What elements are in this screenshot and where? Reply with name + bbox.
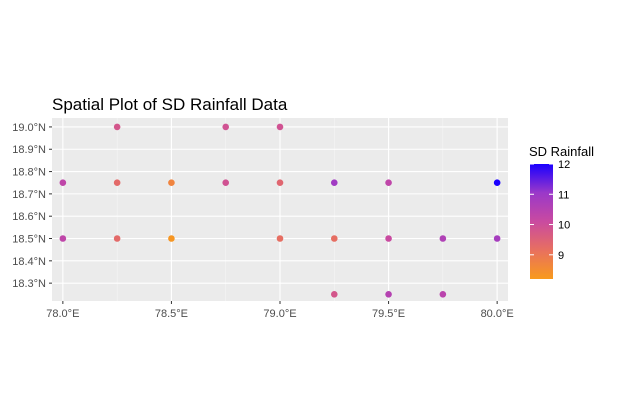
major-gridlines [52,118,508,301]
y-tick-label: 18.3°N [12,278,46,290]
data-point [330,179,338,187]
data-point [385,291,392,298]
legend-tick-label: 12 [558,159,570,171]
data-point [168,179,175,187]
y-axis: 18.3°N 18.4°N 18.5°N 18.6°N 18.7°N 18.8°N 18.9… [12,122,52,290]
legend-tick-label: 9 [558,250,564,262]
y-tick-label: 18.8°N [12,167,46,179]
minor-gridlines [116,118,444,301]
y-tick-label: 18.4°N [12,256,46,268]
data-point [222,179,230,187]
y-tick-label: 18.6°N [12,211,46,223]
legend-ticks: 9 10 11 12 [530,159,570,262]
data-point [113,123,121,131]
data-point [276,123,284,131]
x-tick-label: 80.0°E [481,308,514,320]
color-legend: SD Rainfall 9 10 11 12 [529,144,594,279]
y-tick-label: 18.9°N [12,144,46,156]
y-tick-label: 19.0°N [12,122,46,134]
y-tick-label: 18.7°N [12,189,46,201]
x-tick-label: 78.5°E [155,308,188,320]
data-point [222,123,230,131]
data-point [113,235,121,242]
data-point [113,179,121,187]
x-tick-label: 78.0°E [46,308,79,320]
x-tick-label: 79.0°E [263,308,296,320]
data-point [276,179,284,187]
legend-colorbar [530,164,553,279]
chart-title: Spatial Plot of SD Rainfall Data [52,95,288,114]
data-point [330,235,338,242]
data-point [439,291,447,298]
data-point [493,179,501,187]
legend-title: SD Rainfall [529,144,594,159]
data-point [493,235,501,242]
data-point [59,179,67,187]
data-point [385,235,392,242]
data-point [439,235,447,242]
data-point [385,179,392,187]
legend-tick-label: 10 [558,220,570,232]
data-point [330,291,338,298]
data-points [59,123,501,298]
x-tick-label: 79.5°E [372,308,405,320]
data-point [276,235,284,242]
y-tick-label: 18.5°N [12,234,46,246]
data-point [59,235,67,242]
legend-tick-label: 11 [558,189,569,201]
data-point [168,235,175,242]
x-axis: 78.0°E 78.5°E 79.0°E 79.5°E 80.0°E [46,301,514,320]
